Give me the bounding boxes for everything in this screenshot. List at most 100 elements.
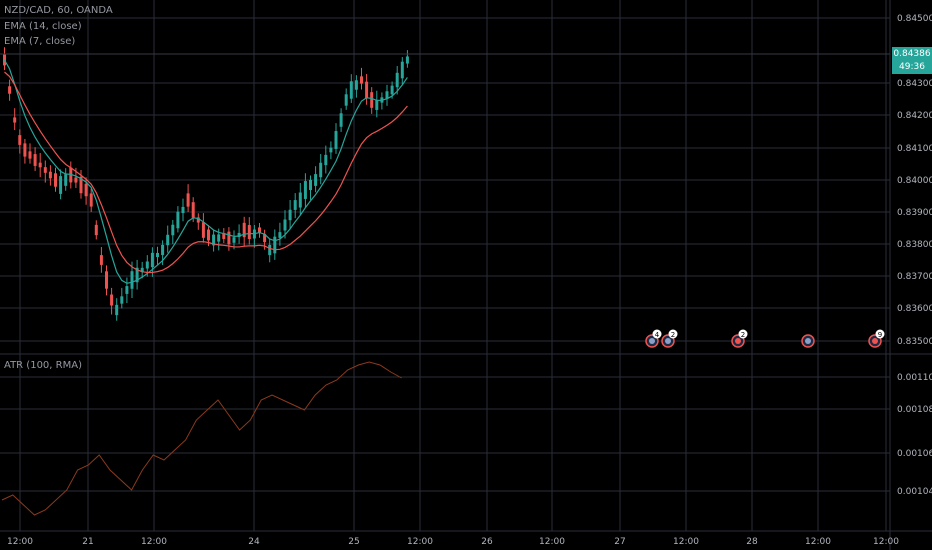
candle-body [339,113,343,127]
atr-legend[interactable]: ATR (100, RMA) [4,360,82,371]
symbol-legend[interactable]: NZD/CAD, 60, OANDA [4,5,113,16]
candle-body [156,252,159,258]
event-count-label: 9 [878,331,882,339]
event-flag-dot [872,338,878,344]
candle-body [344,94,348,106]
event-marker[interactable]: 2 [661,329,678,348]
candle-body [227,231,231,245]
candle-body [186,193,190,207]
time-tick-label: 12:00 [141,537,167,547]
price-tick-label: 0.83600 [897,304,932,314]
candle-body [319,162,323,178]
candle-body [247,224,251,240]
price-candles [3,47,409,321]
candle-body [201,222,205,238]
event-count-label: 4 [655,331,660,339]
price-tick-label: 0.83700 [897,272,932,282]
event-marker[interactable]: 4 [645,329,662,348]
candle-body [385,91,389,99]
candle-body [59,176,63,194]
time-tick-label: 25 [348,537,359,547]
candle-body [120,296,124,304]
event-marker[interactable] [801,334,815,348]
candle-body [140,267,144,273]
time-tick-label: 12:00 [673,537,699,547]
time-tick-label: 12:00 [873,537,899,547]
candle-body [84,183,88,197]
candle-body [232,237,236,243]
atr-tick-label: 0.00104 [897,487,932,497]
bar-countdown: 49:36 [892,61,932,74]
candle-body [278,232,282,238]
candle-body [176,211,180,229]
event-marker[interactable]: 2 [731,329,748,348]
time-tick-label: 28 [746,537,758,547]
candle-body [375,100,379,110]
price-tick-label: 0.84300 [897,79,932,89]
candle-body [329,147,333,153]
price-axis[interactable]: 0.84500 0.84300 0.84200 0.84100 0.84000 0.839… [897,14,932,347]
time-tick-label: 27 [614,537,625,547]
candle-body [273,236,277,254]
candle-body [125,286,129,294]
candle-body [395,72,399,88]
candle-body [13,117,17,123]
candle-body [79,176,83,194]
time-tick-label: 12:00 [539,537,565,547]
event-count-badge [875,329,885,339]
candle-body [207,229,210,241]
candle-body [400,61,404,79]
event-marker[interactable]: 9 [868,329,885,348]
event-count-badge [652,329,662,339]
candle-body [242,222,246,238]
ema14-legend[interactable]: EMA (14, close) [4,21,82,32]
time-tick-label: 26 [481,537,493,547]
ema7-legend[interactable]: EMA (7, close) [4,36,76,47]
candle-body [135,267,139,283]
candle-body [217,234,221,242]
ema-7-line [4,71,408,274]
candle-body [110,294,114,306]
candle-body [166,234,170,246]
candle-body [324,154,328,166]
candle-body [288,209,292,221]
candle-body [89,193,93,207]
candle-body [54,173,57,187]
candle-body [212,234,216,246]
candle-body [171,224,175,236]
candle-body [94,224,98,236]
candle-body [191,202,195,218]
economic-events[interactable]: 4 2 2 9 [645,329,885,348]
candle-body [38,162,42,168]
atr-axis[interactable]: 0.00110 0.00108 0.00106 0.00104 [897,373,932,497]
candle-body [43,167,47,173]
atr-tick-label: 0.00108 [897,405,932,415]
candle-body [64,174,68,186]
candle-body [196,217,200,223]
candle-body [293,200,297,210]
candle-body [237,232,241,238]
price-tick-label: 0.83500 [897,337,932,347]
event-count-label: 2 [741,331,745,339]
candle-body [18,135,22,145]
candle-body [150,252,154,268]
ema-14-line [3,59,408,284]
candle-body [33,154,37,166]
event-flag-dot [805,338,811,344]
candle-body [105,271,108,289]
candle-body [360,76,363,84]
candle-body [161,244,165,256]
time-tick-label: 12:00 [7,537,33,547]
time-axis[interactable]: 12:00 21 12:00 24 25 12:00 26 12:00 27 12:00 28 12:… [7,537,899,547]
candle-body [8,86,12,94]
price-tick-label: 0.84500 [897,14,932,24]
candle-body [309,179,312,191]
price-tick-label: 0.83900 [897,208,932,218]
chart-grid [0,0,890,531]
candle-body [370,92,374,108]
atr-line [1,361,402,516]
candle-body [283,219,287,231]
candle-body [334,131,338,149]
candle-body [130,271,134,289]
